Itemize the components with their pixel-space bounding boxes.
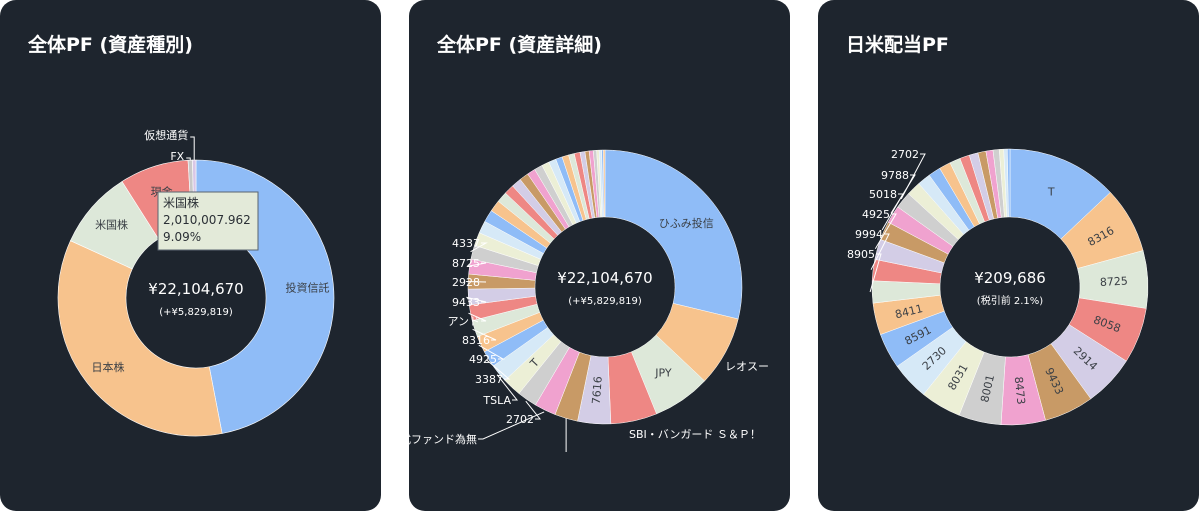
outside-slice-label: レオスー	[725, 360, 769, 373]
leader-line	[874, 213, 897, 249]
leader-line	[470, 242, 488, 253]
outside-slice-label: 9433	[452, 296, 480, 309]
tooltip	[157, 191, 259, 251]
dividend-donut-chart[interactable]: T831687258058291494338473800180312730859…	[818, 0, 1199, 511]
slice-label: 8001	[978, 373, 997, 403]
leader-line	[478, 411, 545, 440]
center-total: ¥22,104,670	[148, 280, 243, 298]
slice-label: 日本株	[91, 360, 124, 374]
slice-label: ひふみ投信	[659, 216, 714, 230]
slice-label: 8725	[1100, 274, 1129, 289]
outside-slice-label: 4925	[862, 208, 890, 221]
slice-label: JPY	[654, 366, 672, 379]
outside-slice-label: アンド	[447, 315, 480, 328]
outside-slice-label: 3387	[475, 373, 503, 386]
leader-line	[472, 328, 497, 341]
outside-slice-label: 8316	[462, 334, 490, 347]
outside-slice-label: 2702	[891, 148, 919, 161]
slice-label: 8473	[1012, 376, 1028, 405]
leader-line	[190, 136, 195, 161]
outside-slice-label: 4925	[469, 353, 497, 366]
asset-detail-chart-card: 全体PF (資産詳細) ひふみ投信JPY7616T株式ファンド為無2702TSL…	[409, 0, 790, 511]
center-total: ¥22,104,670	[557, 269, 652, 287]
slice-label: 8411	[894, 302, 924, 321]
slice-label: T	[1047, 186, 1055, 199]
asset-type-donut-chart[interactable]: 投資信託日本株米国株現金FX仮想通貨米国株2,010,007.9629.09%¥…	[0, 0, 381, 511]
chart-title: 日米配当PF	[846, 34, 949, 56]
asset-detail-donut-chart[interactable]: ひふみ投信JPY7616T株式ファンド為無2702TSLA33874925831…	[409, 0, 790, 511]
outside-slice-label: 5018	[869, 188, 897, 201]
leader-line	[496, 374, 519, 401]
outside-slice-label: 9994	[855, 228, 883, 241]
leader-line	[466, 296, 487, 303]
dividend-chart-card: 日米配当PF T 8316 8725 8058 2914 9433 8473 8001 8031…	[818, 0, 1199, 511]
leader-line	[466, 280, 487, 283]
center-subtext: (+¥5,829,819)	[568, 296, 642, 307]
leader-line	[869, 253, 882, 293]
center-subtext: (+¥5,829,819)	[159, 307, 233, 318]
slice-label: 投資信託	[285, 280, 329, 294]
outside-slice-label: 8905	[847, 248, 875, 261]
slice-slice[interactable]	[604, 149, 743, 320]
center-subtext: (税引前 2.1%)	[977, 294, 1043, 307]
outside-slice-label: 株式ファンド為無	[409, 432, 477, 446]
outside-slice-label: 4337	[452, 237, 480, 250]
slice-41[interactable]	[603, 149, 606, 218]
outside-slice-label: 2928	[452, 276, 480, 289]
leader-line	[478, 344, 505, 360]
tooltip-name: 米国株	[163, 195, 199, 210]
outside-slice-label: 2702	[506, 413, 534, 426]
slice-label: 7616	[590, 376, 605, 405]
tooltip-percent: 9.09%	[163, 230, 201, 244]
outside-slice-label: 9788	[881, 169, 909, 182]
leader-line	[890, 174, 916, 214]
slice-slice[interactable]	[57, 240, 223, 437]
leader-line	[186, 157, 191, 161]
outside-slice-label: 8725	[452, 257, 480, 270]
asset-type-chart-card: 全体PF (資産種別) 投資信託日本株米国株現金FX仮想通貨米国株2,010,0…	[0, 0, 381, 511]
tooltip-value: 2,010,007.962	[163, 213, 251, 227]
leader-line	[468, 312, 487, 322]
outside-slice-label: 仮想通貨	[144, 128, 188, 142]
leader-line	[900, 153, 926, 200]
slice-label: 米国株	[95, 217, 128, 231]
outside-slice-label: FX	[170, 150, 184, 163]
chart-title: 全体PF (資産詳細)	[437, 34, 602, 56]
slice-30[interactable]	[1007, 148, 1011, 218]
center-total: ¥209,686	[974, 269, 1046, 287]
leader-line	[486, 359, 511, 380]
chart-title: 全体PF (資産種別)	[28, 34, 193, 56]
leader-line	[870, 233, 890, 270]
leader-line	[525, 400, 542, 420]
outside-slice-label: SBI・バンガード Ｓ＆Ｐ！	[629, 428, 761, 441]
leader-line	[467, 262, 487, 267]
outside-slice-label: TSLA	[482, 394, 511, 407]
